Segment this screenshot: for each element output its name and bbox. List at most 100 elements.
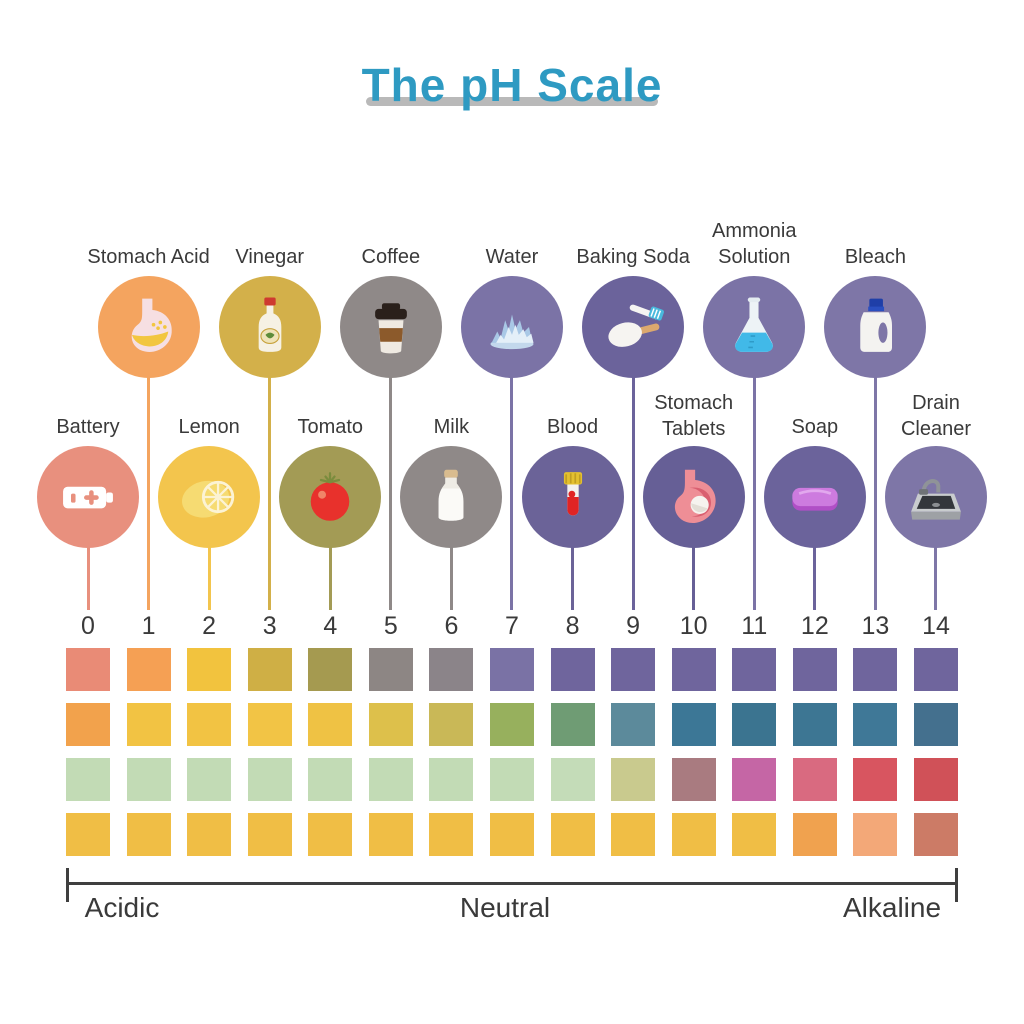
item-label-milk: Milk bbox=[433, 416, 470, 438]
water-splash-icon bbox=[490, 314, 534, 350]
swatch-row2-ph12 bbox=[792, 703, 837, 746]
swatch-row1-ph13 bbox=[853, 648, 898, 691]
item-label-coffee: Coffee bbox=[361, 246, 421, 268]
baking-soda-icon bbox=[608, 304, 665, 347]
stem-ph-13 bbox=[873, 327, 877, 610]
swatch-row3-ph11 bbox=[732, 758, 777, 801]
bubble-drain-cleaner bbox=[884, 446, 987, 548]
stem-ph-2 bbox=[207, 497, 211, 610]
swatch-row1-ph10 bbox=[671, 648, 716, 691]
swatch-row4-ph7 bbox=[489, 813, 534, 856]
swatch-row2-ph2 bbox=[187, 703, 232, 746]
item-label-lemon: Lemon bbox=[178, 416, 240, 438]
swatch-row1-ph7 bbox=[489, 648, 534, 691]
stem-ph-9 bbox=[631, 327, 635, 610]
bubble-bleach bbox=[824, 276, 927, 378]
ph-number-13: 13 bbox=[861, 612, 890, 640]
swatch-row3-ph7 bbox=[489, 758, 534, 801]
swatch-row4-ph14 bbox=[913, 813, 958, 856]
ph-number-4: 4 bbox=[323, 612, 338, 640]
bubble-blood bbox=[521, 446, 624, 548]
bubble-coffee bbox=[339, 276, 442, 378]
axis-label-acidic: Acidic bbox=[84, 892, 160, 923]
swatch-row2-ph9 bbox=[611, 703, 656, 746]
coffee-cup-icon bbox=[374, 303, 407, 354]
stem-ph-3 bbox=[268, 327, 272, 610]
swatch-row4-ph5 bbox=[368, 813, 413, 856]
swatch-row4-ph6 bbox=[429, 813, 474, 856]
page-title: The pH Scale bbox=[361, 59, 663, 111]
swatch-row3-ph8 bbox=[550, 758, 595, 801]
ammonia-flask-icon bbox=[735, 297, 774, 352]
swatch-row1-ph9 bbox=[611, 648, 656, 691]
stem-ph-4 bbox=[328, 497, 332, 610]
bubble-milk bbox=[400, 446, 503, 548]
ph-number-0: 0 bbox=[81, 612, 95, 640]
swatch-row2-ph3 bbox=[247, 703, 292, 746]
stem-ph-5 bbox=[389, 327, 393, 610]
swatch-row1-ph1 bbox=[126, 648, 171, 691]
swatch-row1-ph2 bbox=[187, 648, 232, 691]
swatch-row1-ph5 bbox=[368, 648, 413, 691]
swatch-row3-ph1 bbox=[126, 758, 171, 801]
swatch-row3-ph5 bbox=[368, 758, 413, 801]
ph-number-6: 6 bbox=[444, 612, 459, 640]
swatch-row1-ph11 bbox=[732, 648, 777, 691]
swatch-row4-ph1 bbox=[126, 813, 171, 856]
bubble-soap bbox=[763, 446, 866, 548]
ph-number-7: 7 bbox=[505, 612, 519, 640]
ph-number-12: 12 bbox=[800, 612, 829, 640]
swatch-row4-ph9 bbox=[611, 813, 656, 856]
blood-tube-icon bbox=[563, 472, 582, 516]
swatch-row4-ph4 bbox=[308, 813, 353, 856]
stem-ph-6 bbox=[449, 497, 453, 610]
swatch-row4-ph2 bbox=[187, 813, 232, 856]
bubble-stomach-tablets bbox=[642, 446, 745, 548]
ph-number-2: 2 bbox=[202, 612, 217, 640]
swatch-row4-ph12 bbox=[792, 813, 837, 856]
stem-ph-0 bbox=[86, 497, 90, 610]
swatch-row4-ph11 bbox=[732, 813, 777, 856]
swatch-row2-ph7 bbox=[489, 703, 534, 746]
drain-cleaner-icon bbox=[911, 479, 961, 520]
swatch-row2-ph5 bbox=[368, 703, 413, 746]
swatch-row4-ph3 bbox=[247, 813, 292, 856]
stem-ph-10 bbox=[692, 497, 696, 610]
swatch-row1-ph8 bbox=[550, 648, 595, 691]
swatch-row4-ph10 bbox=[671, 813, 716, 856]
swatch-row2-ph1 bbox=[126, 703, 171, 746]
swatch-row1-ph12 bbox=[792, 648, 837, 691]
axis-label-neutral: Neutral bbox=[459, 892, 551, 923]
ph-number-8: 8 bbox=[565, 612, 580, 640]
ph-number-10: 10 bbox=[679, 612, 708, 640]
stem-ph-14 bbox=[934, 497, 938, 610]
item-label-baking-soda: Baking Soda bbox=[576, 246, 690, 268]
swatch-row3-ph4 bbox=[308, 758, 353, 801]
item-label-water: Water bbox=[485, 246, 539, 268]
bubble-lemon bbox=[158, 446, 261, 548]
stomach-tablets-icon bbox=[674, 469, 716, 524]
swatch-row3-ph6 bbox=[429, 758, 474, 801]
ph-number-9: 9 bbox=[626, 612, 641, 640]
bleach-bottle-icon bbox=[860, 298, 893, 352]
swatch-row2-ph6 bbox=[429, 703, 474, 746]
bubble-vinegar bbox=[218, 276, 321, 378]
swatch-row2-ph13 bbox=[853, 703, 898, 746]
swatch-row3-ph12 bbox=[792, 758, 837, 801]
title-underline bbox=[366, 97, 658, 106]
bubble-baking-soda bbox=[582, 276, 685, 378]
ph-number-11: 11 bbox=[741, 612, 768, 640]
swatch-row1-ph6 bbox=[429, 648, 474, 691]
stomach-acid-icon bbox=[131, 298, 172, 352]
swatch-row2-ph11 bbox=[732, 703, 777, 746]
swatch-row2-ph14 bbox=[913, 703, 958, 746]
swatch-row3-ph0 bbox=[66, 758, 110, 801]
axis-label-alkaline: Alkaline bbox=[842, 892, 942, 923]
stem-ph-1 bbox=[147, 327, 151, 610]
stem-ph-8 bbox=[571, 497, 575, 610]
swatch-row1-ph14 bbox=[913, 648, 958, 691]
ph-number-3: 3 bbox=[262, 612, 277, 640]
axis-tick-left bbox=[66, 868, 69, 902]
battery-icon bbox=[63, 486, 113, 509]
